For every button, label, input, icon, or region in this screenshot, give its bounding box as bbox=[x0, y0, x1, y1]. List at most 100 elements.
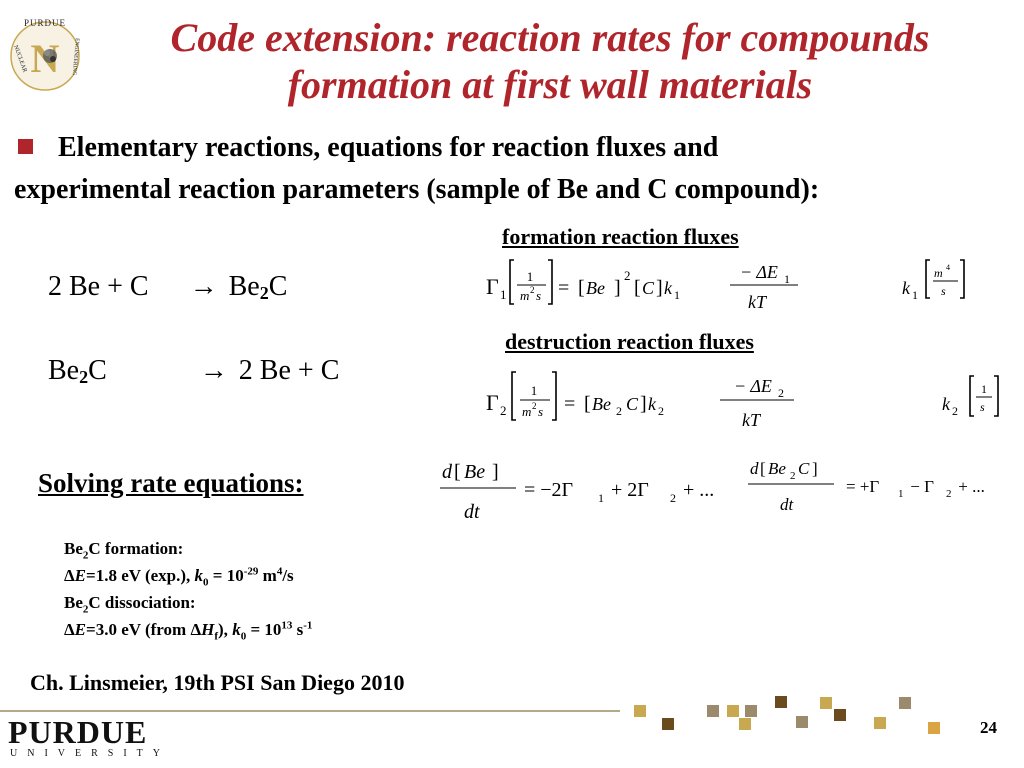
solving-heading: Solving rate equations: bbox=[38, 468, 304, 498]
svg-text:2: 2 bbox=[670, 491, 676, 505]
svg-text:[: [ bbox=[584, 393, 591, 415]
svg-text:2: 2 bbox=[946, 488, 952, 500]
svg-text:1: 1 bbox=[527, 269, 534, 284]
svg-text:]: ] bbox=[656, 277, 663, 299]
citation: Ch. Linsmeier, 19th PSI San Diego 2010 bbox=[30, 670, 405, 695]
bullet-square-icon bbox=[18, 139, 33, 154]
svg-text:Be: Be bbox=[592, 394, 611, 414]
decor-square bbox=[834, 709, 846, 721]
param-dissociation-label: Be2C dissociation: bbox=[64, 593, 196, 616]
svg-text:C: C bbox=[642, 278, 655, 298]
decor-square bbox=[775, 696, 787, 708]
reaction-1-right: Be2C bbox=[228, 271, 288, 303]
purdue-university-subtitle: UNIVERSITY bbox=[10, 748, 170, 759]
svg-text:d: d bbox=[442, 461, 453, 483]
footer-divider bbox=[0, 710, 620, 712]
formation-heading: formation reaction fluxes bbox=[502, 224, 739, 249]
bullet-line-1: Elementary reactions, equations for reac… bbox=[58, 132, 719, 163]
svg-text:k: k bbox=[902, 278, 911, 298]
svg-text:1: 1 bbox=[500, 287, 507, 302]
param-formation-label: Be2C formation: bbox=[64, 539, 184, 562]
svg-text:k: k bbox=[664, 278, 673, 298]
svg-text:2: 2 bbox=[790, 470, 796, 482]
svg-text:4: 4 bbox=[946, 263, 950, 272]
svg-text:m: m bbox=[934, 266, 943, 280]
decor-square bbox=[928, 722, 940, 734]
reaction-parameters: Be2C formation: ΔE=1.8 eV (exp.), k0 = 1… bbox=[64, 535, 312, 643]
decor-square bbox=[727, 705, 739, 717]
svg-text:k: k bbox=[648, 394, 657, 414]
param-dissociation-values: ΔE=3.0 eV (from ΔHf), k0 = 1013 s-1 bbox=[64, 619, 313, 643]
svg-text:1: 1 bbox=[784, 272, 790, 286]
svg-text:+ ...: + ... bbox=[678, 479, 714, 501]
svg-text:[: [ bbox=[760, 459, 766, 478]
svg-text:[: [ bbox=[578, 277, 585, 299]
svg-text:Γ: Γ bbox=[486, 274, 499, 299]
svg-text:= −2Γ: = −2Γ bbox=[524, 479, 573, 501]
decor-square bbox=[739, 718, 751, 730]
svg-text:dt: dt bbox=[780, 495, 795, 514]
svg-text:]: ] bbox=[640, 393, 647, 415]
svg-text:C: C bbox=[626, 394, 639, 414]
page-number: 24 bbox=[980, 718, 997, 737]
svg-text:2: 2 bbox=[616, 404, 622, 418]
svg-text:2: 2 bbox=[952, 404, 958, 418]
rate-equation-be: d [ Be ] dt = −2Γ 1 + 2Γ 2 + ... bbox=[440, 461, 714, 523]
bullet-text: Elementary reactions, equations for reac… bbox=[14, 127, 1014, 211]
bullet-line-2: experimental reaction parameters (sample… bbox=[14, 174, 820, 205]
svg-text:s: s bbox=[538, 404, 543, 419]
svg-text:]: ] bbox=[492, 461, 499, 483]
reaction-2-right: 2 Be + C bbox=[238, 355, 340, 386]
destruction-heading: destruction reaction fluxes bbox=[505, 329, 754, 354]
svg-text:C: C bbox=[798, 459, 810, 478]
svg-text:Be: Be bbox=[768, 459, 786, 478]
svg-text:s: s bbox=[980, 400, 985, 414]
svg-text:kT: kT bbox=[742, 410, 762, 430]
formation-flux-equation: Γ 1 1 m 2 s = [ Be ] 2 [ C ] k 1 − ΔE 1 … bbox=[486, 259, 965, 312]
svg-text:]: ] bbox=[812, 459, 818, 478]
svg-text:Be: Be bbox=[586, 278, 605, 298]
svg-text:2: 2 bbox=[624, 268, 631, 283]
decor-square bbox=[820, 697, 832, 709]
svg-text:[: [ bbox=[634, 277, 641, 299]
svg-text:=: = bbox=[564, 393, 575, 415]
logo-top-text: PURDUE bbox=[24, 18, 66, 28]
slide-title-line-1: Code extension: reaction rates for compo… bbox=[170, 15, 930, 60]
svg-text:= +Γ: = +Γ bbox=[846, 477, 879, 496]
nuclear-engineering-logo: PURDUE NUCLEAR ENGINEERING N bbox=[10, 18, 80, 91]
rate-equation-be2c: d [ Be 2 C ] dt = +Γ 1 − Γ 2 + ... bbox=[748, 459, 985, 514]
slide-title-line-2: formation at first wall materials bbox=[287, 62, 813, 107]
svg-text:1: 1 bbox=[981, 382, 987, 396]
svg-text:Γ: Γ bbox=[486, 390, 499, 415]
svg-text:− Γ: − Γ bbox=[906, 477, 934, 496]
svg-text:2: 2 bbox=[530, 285, 535, 295]
svg-text:[: [ bbox=[454, 461, 461, 483]
svg-text:1: 1 bbox=[598, 491, 604, 505]
svg-text:s: s bbox=[941, 284, 946, 298]
reaction-2-left: Be2C bbox=[48, 355, 107, 387]
reaction-2-arrow: → bbox=[199, 355, 228, 386]
reaction-destruction: Be2C → 2 Be + C bbox=[48, 355, 339, 387]
purdue-wordmark: PURDUE bbox=[8, 714, 148, 750]
svg-text:1: 1 bbox=[674, 288, 680, 302]
reaction-1-left: 2 Be + C bbox=[48, 271, 149, 302]
decor-square bbox=[796, 716, 808, 728]
decor-square bbox=[634, 705, 646, 717]
svg-text:1: 1 bbox=[912, 288, 918, 302]
svg-text:− ΔE: − ΔE bbox=[734, 376, 772, 396]
svg-text:2: 2 bbox=[778, 386, 784, 400]
svg-text:kT: kT bbox=[748, 292, 768, 312]
svg-text:d: d bbox=[750, 459, 759, 478]
svg-text:1: 1 bbox=[898, 488, 904, 500]
svg-text:1: 1 bbox=[531, 383, 538, 398]
slide-title: Code extension: reaction rates for compo… bbox=[90, 14, 1010, 108]
decor-square bbox=[662, 718, 674, 730]
param-formation-values: ΔE=1.8 eV (exp.), k0 = 10-29 m4/s bbox=[64, 565, 294, 589]
svg-text:m: m bbox=[522, 404, 531, 419]
decor-square bbox=[874, 717, 886, 729]
svg-text:=: = bbox=[558, 277, 569, 299]
svg-text:+ 2Γ: + 2Γ bbox=[606, 479, 649, 501]
svg-text:2: 2 bbox=[658, 404, 664, 418]
svg-text:m: m bbox=[520, 288, 529, 303]
svg-text:s: s bbox=[536, 288, 541, 303]
